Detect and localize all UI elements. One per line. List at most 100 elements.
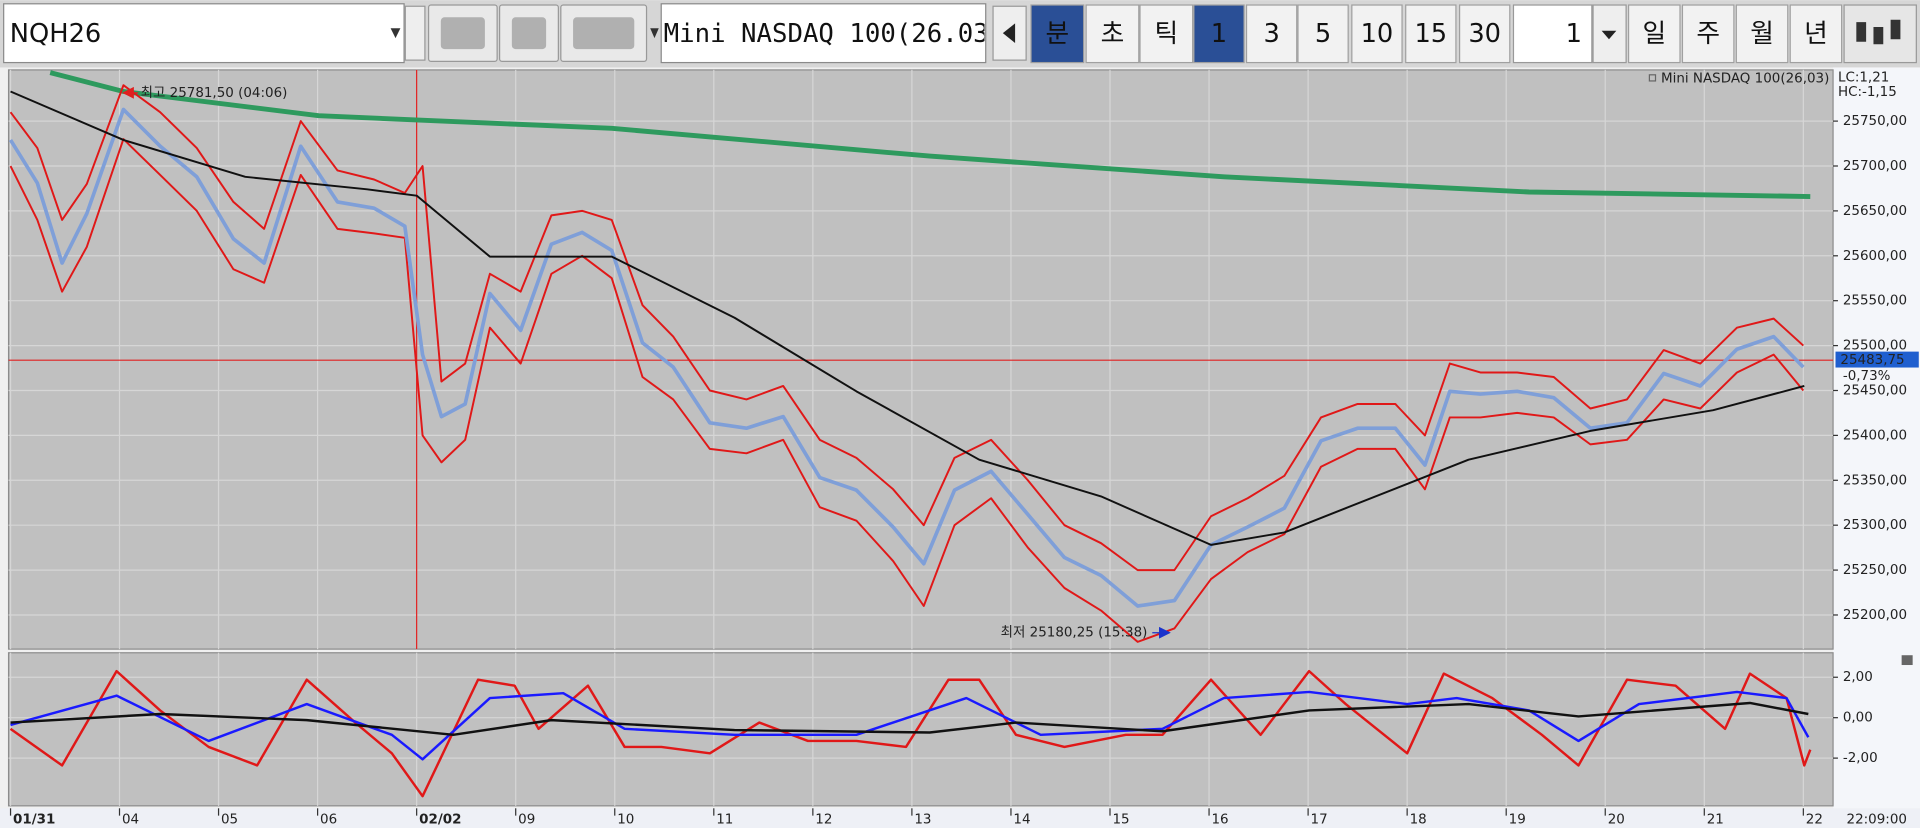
interval-label: 초 xyxy=(1101,19,1125,49)
name-text: Mini NASDAQ 100(26.03 xyxy=(664,19,989,49)
x-tick-label: 20 xyxy=(1608,812,1625,827)
x-tick-label: 17 xyxy=(1311,812,1328,827)
interval-button[interactable] xyxy=(1193,4,1245,64)
x-tick-label: 19 xyxy=(1509,812,1526,827)
x-tick-label: 01/31 xyxy=(13,812,55,827)
x-tick-label: 09 xyxy=(518,812,535,827)
x-tick-label: 21 xyxy=(1707,812,1724,827)
x-tick-label: 16 xyxy=(1211,812,1228,827)
y-tick-label: 25600,00 xyxy=(1843,249,1907,264)
legend-label: Mini NASDAQ 100(26,03) xyxy=(1661,71,1829,86)
interval-label: 5 xyxy=(1315,19,1331,49)
series-line xyxy=(49,70,1811,199)
interval-button[interactable] xyxy=(1139,4,1194,64)
candle-icon xyxy=(1856,19,1901,45)
tool-icon xyxy=(511,17,547,50)
series-line xyxy=(8,107,1805,608)
y-tick-label: 25300,00 xyxy=(1843,518,1907,533)
x-tick-label: 14 xyxy=(1013,812,1030,827)
interval-label: 15 xyxy=(1414,19,1447,49)
change-label: -0,73% xyxy=(1843,369,1891,384)
tool-icon xyxy=(440,17,485,50)
series-line xyxy=(10,90,1805,546)
period-label: 년 xyxy=(1804,19,1828,49)
x-tick-label: 02/02 xyxy=(419,812,461,827)
tool-icon xyxy=(573,17,635,50)
x-tick-label: 10 xyxy=(617,812,634,827)
last-price-label: 25483,75 xyxy=(1840,353,1904,368)
legend-swatch xyxy=(1648,74,1657,82)
x-tick-label: 12 xyxy=(815,812,832,827)
interval-button[interactable] xyxy=(1085,4,1140,64)
y-tick-label: 25450,00 xyxy=(1843,383,1907,398)
series-line xyxy=(9,138,1805,643)
lc-label: LC:1,21 xyxy=(1838,70,1889,85)
interval-button[interactable] xyxy=(1245,4,1298,64)
y-tick-label: 25750,00 xyxy=(1843,114,1907,129)
y-tick-label: 2,00 xyxy=(1843,670,1873,685)
interval-button[interactable] xyxy=(1297,4,1349,64)
y-tick-label: 25200,00 xyxy=(1843,608,1907,623)
dropdown-arrow xyxy=(1601,30,1617,40)
high-marker xyxy=(122,86,139,99)
pane-toggle[interactable] xyxy=(1901,655,1913,666)
interval-label: 분 xyxy=(1046,19,1070,49)
y-tick-label: 25350,00 xyxy=(1843,473,1907,488)
period-label: 일 xyxy=(1642,19,1666,49)
y-tick-label: -2,00 xyxy=(1843,751,1878,766)
period-button[interactable] xyxy=(1681,4,1735,64)
x-tick-label: 05 xyxy=(221,812,238,827)
interval-label: 30 xyxy=(1468,19,1501,49)
count-text: 1 xyxy=(1566,19,1582,49)
y-tick-label: 25250,00 xyxy=(1843,563,1907,578)
interval-button[interactable] xyxy=(1458,4,1511,64)
x-tick-label: 22 xyxy=(1806,812,1823,827)
interval-button[interactable] xyxy=(1405,4,1457,64)
y-tick-label: 25500,00 xyxy=(1843,339,1907,354)
period-button[interactable] xyxy=(1735,4,1789,64)
last-price-box xyxy=(1835,351,1919,368)
y-tick-label: 25550,00 xyxy=(1843,294,1907,309)
period-label: 주 xyxy=(1696,19,1720,49)
period-label: 월 xyxy=(1750,19,1774,49)
low-marker xyxy=(1152,626,1171,639)
search-button[interactable] xyxy=(404,5,426,61)
y-tick-label: 25400,00 xyxy=(1843,428,1907,443)
interval-label: 1 xyxy=(1211,19,1227,49)
time-label: 22:09:00 xyxy=(1847,812,1907,827)
x-tick-label: 06 xyxy=(320,812,337,827)
x-tick-label: 13 xyxy=(914,812,931,827)
series-line xyxy=(10,701,1809,737)
interval-label: 틱 xyxy=(1154,19,1178,49)
period-button[interactable] xyxy=(1627,4,1681,64)
interval-label: 10 xyxy=(1361,19,1394,49)
x-tick-label: 11 xyxy=(716,812,733,827)
y-tick-label: 0,00 xyxy=(1843,711,1873,726)
name-box xyxy=(660,3,987,64)
hc-label: HC:-1,15 xyxy=(1838,85,1897,100)
plot-area xyxy=(7,652,1834,807)
y-tick-label: 25650,00 xyxy=(1843,204,1907,219)
symbol-input[interactable] xyxy=(3,3,405,64)
series-line xyxy=(10,690,1810,761)
y-tick-label: 25700,00 xyxy=(1843,159,1907,174)
dropdown-arrow xyxy=(390,28,401,39)
count-input[interactable] xyxy=(1512,4,1593,64)
high-label: 최고 25781,50 (04:06) xyxy=(141,85,288,101)
interval-button[interactable] xyxy=(1030,4,1085,64)
prev-arrow xyxy=(1002,23,1016,43)
date-axis xyxy=(0,808,1920,828)
x-tick-label: 18 xyxy=(1410,812,1427,827)
interval-button[interactable] xyxy=(1351,4,1403,64)
series-line xyxy=(9,84,1804,572)
interval-label: 3 xyxy=(1263,19,1279,49)
period-button[interactable] xyxy=(1789,4,1843,64)
x-tick-label: 04 xyxy=(122,812,139,827)
x-tick-label: 15 xyxy=(1112,812,1129,827)
right-axis xyxy=(1833,67,1920,809)
dropdown-arrow xyxy=(650,28,659,39)
symbol-text: NQH26 xyxy=(10,19,101,49)
low-label: 최저 25180,25 (15:38) xyxy=(1001,625,1148,641)
